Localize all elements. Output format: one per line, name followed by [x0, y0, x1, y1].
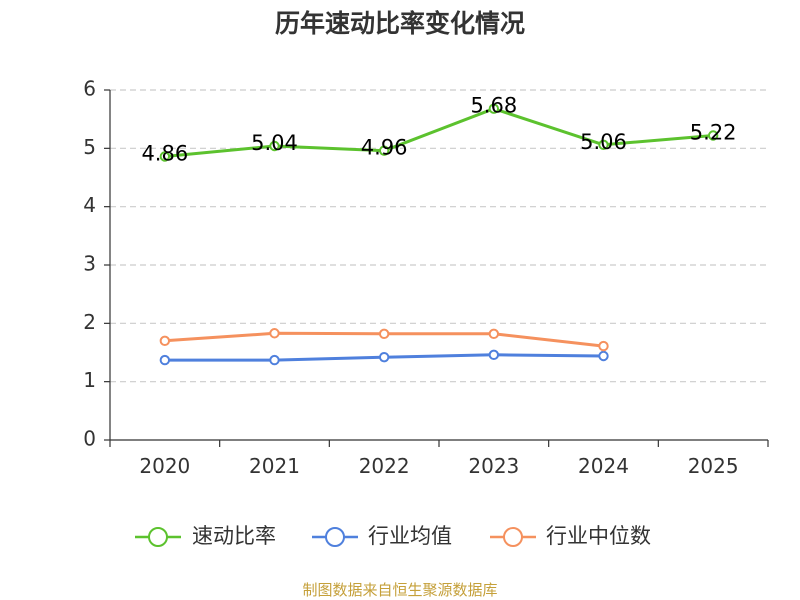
data-point	[269, 140, 280, 152]
data-point	[378, 328, 390, 340]
y-tick-label: 3	[83, 252, 96, 276]
data-label: 4.96	[361, 136, 408, 160]
series-line	[164, 107, 714, 158]
data-label: 5.06	[580, 130, 627, 154]
y-tick-label: 2	[83, 310, 96, 334]
data-label: 5.22	[690, 121, 737, 145]
legend-item-1[interactable]: 行业均值	[312, 524, 452, 548]
legend-line-circle-icon	[135, 527, 181, 547]
y-tick-label: 4	[83, 193, 96, 217]
data-point	[159, 354, 171, 366]
x-tick-label: 2022	[359, 454, 410, 478]
x-tick-label: 2020	[139, 454, 190, 478]
legend-label: 速动比率	[192, 524, 276, 548]
series-0	[159, 103, 719, 162]
legend-label: 行业均值	[368, 524, 452, 548]
x-tick-label: 2025	[688, 454, 739, 478]
axes: 0 1 2 3 4 5 6 2020 2021 2022 2023 2024 2025	[83, 77, 769, 478]
data-point	[488, 103, 500, 114]
legend-item-2[interactable]: 行业中位数	[490, 524, 651, 548]
x-tick-label: 2021	[249, 454, 300, 478]
y-tick-label: 1	[83, 368, 96, 392]
data-point	[488, 328, 500, 340]
data-point	[269, 328, 280, 339]
data-point	[159, 151, 171, 162]
x-tick-label: 2024	[578, 454, 629, 478]
legend-label: 行业中位数	[546, 524, 651, 548]
data-label: 4.86	[141, 142, 188, 166]
x-tick-label: 2023	[468, 454, 519, 478]
data-point	[378, 351, 390, 363]
source-note: 制图数据来自恒生聚源数据库	[302, 581, 497, 599]
chart-title: 历年速动比率变化情况	[275, 9, 525, 38]
data-point	[378, 145, 390, 156]
series-lines	[159, 103, 719, 366]
data-point	[707, 130, 719, 141]
legend-line-circle-icon	[312, 527, 358, 547]
y-tick-label: 6	[83, 77, 96, 101]
data-label: 5.68	[470, 94, 517, 118]
series-1	[159, 349, 609, 366]
legend-line-circle-icon	[490, 527, 536, 547]
legend-item-0[interactable]: 速动比率	[135, 524, 276, 548]
y-tick-label: 5	[83, 135, 96, 159]
data-point	[159, 335, 171, 347]
series-2	[159, 328, 609, 352]
data-point	[269, 354, 280, 366]
data-label: 5.04	[251, 131, 298, 155]
data-point	[598, 340, 609, 352]
legend: 速动比率 行业均值 行业中位数	[135, 524, 651, 548]
data-labels: 4.86 5.04 4.96 5.68 5.06 5.22	[141, 94, 736, 166]
data-point	[598, 350, 609, 362]
y-tick-label: 0	[83, 427, 96, 451]
data-point	[598, 139, 609, 151]
data-point	[488, 349, 500, 361]
